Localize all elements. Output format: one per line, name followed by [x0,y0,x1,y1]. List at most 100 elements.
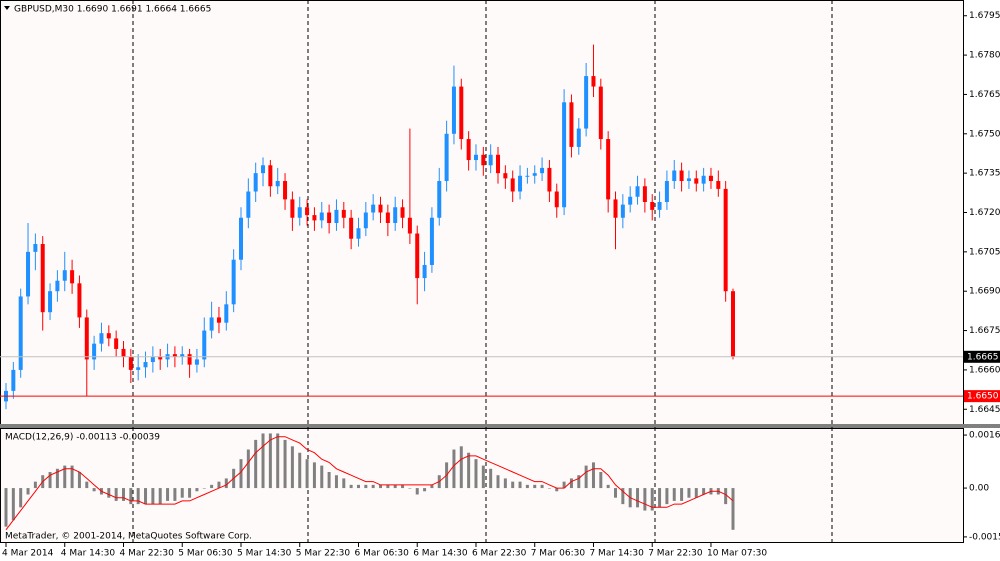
candle-body [598,86,603,140]
candle-body [591,76,596,87]
histogram-bar [577,475,581,489]
candle-body [400,207,405,218]
y-tick-label: 1.6795 [969,11,1000,21]
candle-body [679,170,684,182]
histogram-bar [173,488,177,501]
histogram-bar [599,472,603,489]
histogram-bar [650,488,654,511]
histogram-bar [305,459,309,489]
candle-body [231,259,236,305]
y-tick-label: 1.6720 [969,208,1000,218]
candle-body [363,212,368,229]
histogram-bar [320,465,324,489]
candle-body [99,333,104,344]
histogram-bar [276,433,280,489]
histogram-bar [158,488,162,505]
candle-body [92,343,97,360]
histogram-bar [11,488,15,521]
histogram-bar [210,484,214,489]
histogram-bar [584,465,588,489]
candle-body [48,291,53,313]
histogram-bar [107,488,111,498]
histogram-bar [614,488,618,498]
candle-body [121,348,126,357]
candle-body [503,173,508,179]
candle-body [576,128,581,147]
histogram-bar [643,488,647,511]
candle-body [393,207,398,223]
histogram-bar [540,484,544,489]
price-label-box [964,350,1000,363]
y-tick-label: 0.00 [969,484,989,494]
histogram-bar [533,484,537,489]
candle-body [55,280,60,292]
candle-body [341,209,346,218]
histogram-bar [401,484,405,489]
histogram-bar [327,472,331,489]
candle-body [180,354,185,357]
histogram-bar [166,488,170,501]
candle-body [106,333,111,339]
candle-body [33,243,38,252]
histogram-bar [694,488,698,498]
candle-body [209,317,214,331]
x-tick-label: 10 Mar 07:30 [707,549,767,559]
histogram-bar [658,488,662,508]
candle-body [319,212,324,221]
y-tick-label: 1.6705 [969,247,1000,257]
histogram-bar [687,488,691,498]
candle-body [415,233,420,279]
candle-body [261,165,266,174]
candle-body [238,217,243,260]
menu-arrow [4,6,10,10]
histogram-bar [371,484,375,489]
candle-body [562,102,567,208]
histogram-bar [312,462,316,489]
x-tick-label: 4 Mar 22:30 [119,549,174,559]
histogram-bar [85,481,89,489]
y-tick-label: 1.6750 [969,129,1000,139]
candle-body [77,283,82,318]
histogram-bar [430,484,434,489]
candle-body [488,154,493,166]
candle-body [283,181,288,200]
candle-body [532,173,537,176]
x-tick-label: 7 Mar 22:30 [648,549,703,559]
candle-body [422,264,427,279]
histogram-bar [349,484,353,489]
y-tick-label: 1.6660 [969,365,1000,375]
histogram-bar [121,488,125,501]
signal-line [5,436,734,531]
candle-body [694,178,699,184]
candle-body [642,186,647,203]
candle-body [26,251,31,297]
candle-body [143,362,148,368]
histogram-bar [55,468,59,489]
marks: 1.6795 1.6780 1.6765 1.6750 1.6735 1.6720 1.67… [0,11,1000,559]
copyright: MetaTrader, © 2001-2014, MetaQuotes Soft… [5,532,252,542]
x-tick-label: 7 Mar 14:30 [589,549,644,559]
histogram-bar [680,488,684,501]
candle-body [686,178,691,182]
candle-body [635,186,640,197]
candle-body [194,359,199,365]
candle-body [407,217,412,234]
x-tick-label: 4 Mar 14:30 [61,549,116,559]
histogram-bar [342,478,346,489]
candle-body [731,291,735,357]
histogram-bar [261,433,265,489]
x-tick-label: 7 Mar 06:30 [531,549,586,559]
histogram-bar [562,481,566,489]
histogram-bar [547,488,551,489]
price-label: 1.6665 [967,352,999,362]
candle-body [584,76,589,129]
candle-body [224,304,229,323]
pane-separator [0,424,1000,428]
candle-body [253,173,258,192]
histogram-bar [452,449,456,489]
histogram-bar [731,488,735,530]
candle-body [451,86,456,134]
candle-body [297,207,302,218]
histogram-bar [364,484,368,489]
histogram-bar [70,465,74,489]
